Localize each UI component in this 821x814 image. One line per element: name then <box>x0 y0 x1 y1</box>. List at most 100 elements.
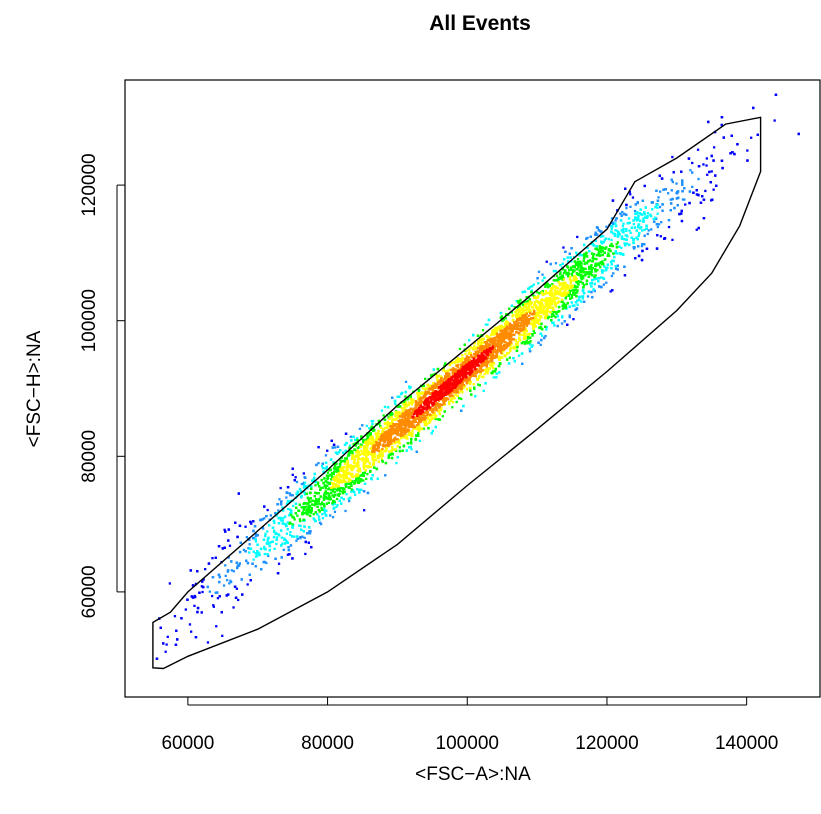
data-point <box>331 502 334 505</box>
data-point <box>544 297 547 301</box>
data-point <box>310 511 313 514</box>
data-point <box>646 215 649 218</box>
data-point <box>713 146 716 149</box>
data-point <box>253 525 257 528</box>
data-point <box>487 318 491 322</box>
data-point <box>234 521 237 524</box>
data-point <box>362 479 365 482</box>
data-point <box>622 228 625 231</box>
data-point <box>600 240 603 243</box>
data-point <box>511 315 514 318</box>
data-point <box>538 326 541 329</box>
data-point <box>443 410 446 413</box>
data-point <box>355 462 359 465</box>
data-point <box>550 319 553 322</box>
data-point <box>510 311 513 314</box>
data-point <box>472 333 475 337</box>
data-point <box>356 446 359 450</box>
data-point <box>342 459 345 462</box>
data-point <box>381 429 384 433</box>
data-point <box>702 217 706 220</box>
data-point <box>515 349 519 352</box>
data-point <box>517 300 520 303</box>
data-point <box>646 212 649 215</box>
data-point <box>576 285 579 289</box>
data-point <box>320 464 324 468</box>
data-point <box>274 532 277 535</box>
data-point <box>541 334 544 337</box>
data-point <box>323 497 326 500</box>
data-point <box>358 446 361 449</box>
data-point <box>474 347 477 350</box>
data-point <box>390 443 394 446</box>
data-point <box>438 418 441 421</box>
data-point <box>254 534 258 538</box>
data-point <box>264 535 267 538</box>
data-point <box>340 502 343 505</box>
data-point <box>502 350 505 353</box>
data-point <box>346 482 349 485</box>
data-point <box>373 429 376 432</box>
data-point <box>405 449 408 452</box>
data-point <box>417 432 420 435</box>
data-point <box>362 472 365 475</box>
data-point <box>286 499 290 503</box>
data-point <box>473 345 476 348</box>
data-point <box>275 542 278 546</box>
data-point <box>356 488 359 491</box>
data-point <box>625 213 628 216</box>
data-point <box>294 476 297 479</box>
data-point <box>634 216 637 219</box>
data-point <box>571 272 574 275</box>
data-point <box>564 297 567 300</box>
data-point <box>561 262 564 265</box>
data-point <box>681 198 685 201</box>
data-point <box>236 565 239 568</box>
data-point <box>234 596 238 599</box>
data-point <box>556 310 560 313</box>
data-point <box>615 217 618 220</box>
data-point <box>342 451 345 454</box>
data-point <box>349 466 352 469</box>
data-point <box>632 223 635 226</box>
data-point <box>564 306 567 309</box>
data-point <box>267 542 271 545</box>
data-point <box>580 274 584 277</box>
data-point <box>640 244 644 248</box>
data-point <box>299 519 302 523</box>
data-point <box>597 280 600 283</box>
data-point <box>621 225 625 228</box>
data-point <box>563 320 566 323</box>
data-point <box>319 488 322 491</box>
data-point <box>710 170 713 173</box>
data-point <box>610 274 614 278</box>
data-point <box>558 310 561 313</box>
data-point <box>609 290 612 293</box>
data-point <box>585 237 588 240</box>
data-point <box>366 444 369 447</box>
data-point <box>616 241 619 244</box>
data-point <box>552 314 556 317</box>
data-point <box>460 397 463 400</box>
data-point <box>553 303 556 306</box>
data-point <box>233 585 237 588</box>
data-point <box>655 247 659 250</box>
data-point <box>338 488 341 491</box>
data-point <box>355 465 358 468</box>
data-point <box>288 521 292 524</box>
data-point <box>396 395 399 398</box>
data-point <box>495 372 498 375</box>
data-point <box>229 579 232 582</box>
data-point <box>282 548 285 551</box>
data-point <box>373 453 376 457</box>
data-point <box>221 634 224 637</box>
data-point <box>623 274 627 277</box>
data-point <box>571 304 574 307</box>
data-point <box>228 544 232 547</box>
data-point <box>601 260 604 263</box>
data-point <box>643 211 646 214</box>
data-point <box>366 435 369 438</box>
data-point <box>380 409 384 412</box>
data-point <box>245 559 248 562</box>
data-point <box>333 470 336 473</box>
